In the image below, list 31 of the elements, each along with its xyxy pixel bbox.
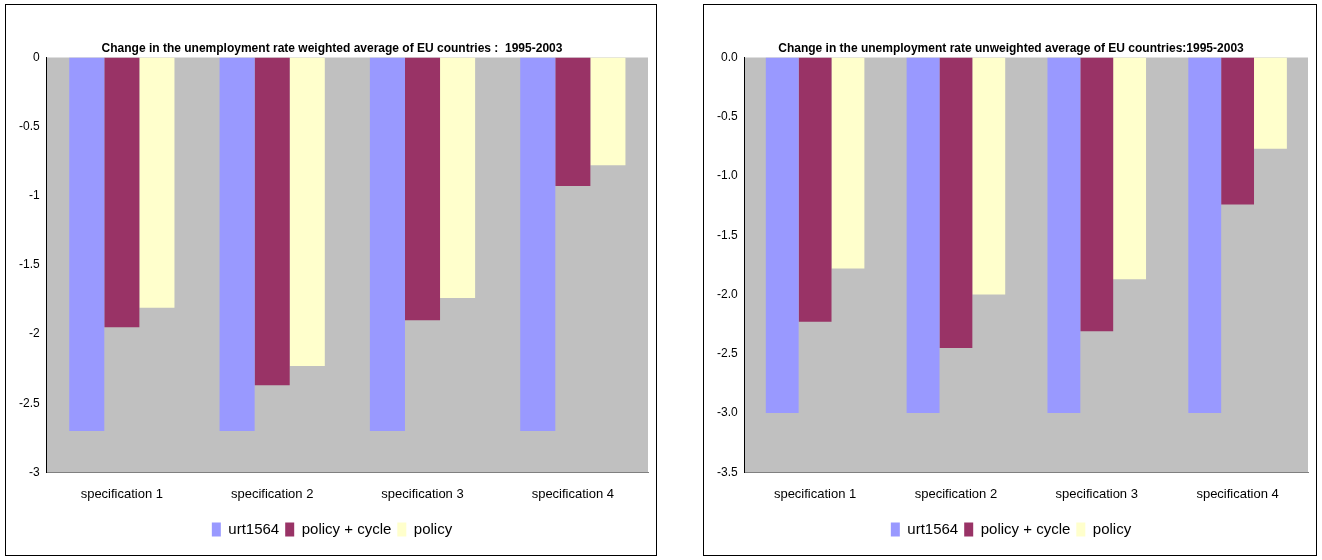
x-tick-label: specification 4 (1196, 485, 1279, 501)
legend-label: urt1564 (907, 519, 959, 537)
y-tick-label: -3 (29, 464, 40, 479)
x-tick-label: specification 1 (80, 485, 164, 501)
y-tick-label: -3.0 (716, 405, 738, 420)
chart-title: Change in the unemployment rate weighted average of EU countries : 1995-2003 (101, 40, 563, 55)
legend-label: urt1564 (228, 519, 280, 537)
y-tick-label: -2.0 (716, 286, 738, 301)
y-tick-label: -0.5 (18, 118, 40, 133)
y-tick-label: 0.0 (720, 49, 738, 64)
chart-title: Change in the unemployment rate unweighted average of EU countries:1995-2003 (778, 40, 1245, 55)
y-tick-label: -1.5 (716, 227, 738, 242)
y-tick-label: -2.5 (18, 395, 40, 410)
y-tick-label: -1.0 (716, 168, 738, 183)
x-tick-label: specification 1 (773, 485, 857, 501)
y-tick-label: -3.5 (716, 464, 738, 479)
x-tick-label: specification 2 (230, 485, 314, 501)
y-tick-label: -2.5 (716, 346, 738, 361)
legend-label: policy (413, 519, 453, 537)
x-tick-label: specification 3 (1055, 485, 1138, 501)
y-tick-label: 0 (32, 49, 40, 64)
y-tick-label: -0.5 (716, 109, 738, 123)
y-tick-label: -1.5 (18, 257, 40, 272)
y-tick-label: -1 (29, 188, 40, 203)
x-tick-label: specification 3 (381, 485, 464, 501)
legend-label: policy + cycle (301, 519, 392, 537)
y-tick-label: -2 (29, 326, 40, 341)
x-tick-label: specification 4 (531, 485, 615, 501)
x-tick-label: specification 2 (914, 485, 998, 501)
legend-label: policy + cycle (980, 519, 1071, 537)
legend-label: policy (1092, 519, 1132, 537)
